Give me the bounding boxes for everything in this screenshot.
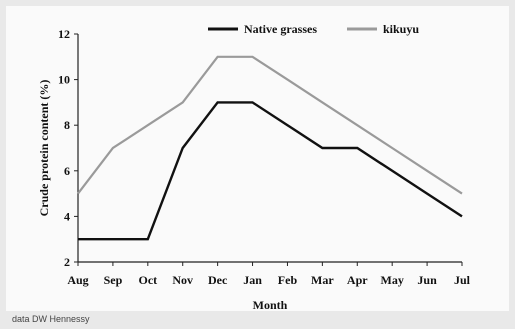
source-note: data DW Hennessy (12, 314, 90, 324)
x-tick-label: May (381, 273, 404, 287)
series-line-kikuyu (77, 55, 463, 195)
y-tick-label: 8 (64, 118, 70, 132)
y-axis-title: Crude protein content (%) (37, 80, 51, 217)
legend-label-kikuyu: kikuyu (383, 22, 419, 36)
y-tick-label: 12 (58, 27, 70, 41)
x-tick-label: Nov (172, 273, 193, 287)
x-tick-label: Jun (417, 273, 437, 287)
x-tick-label: Sep (104, 273, 123, 287)
x-axis-title: Month (253, 298, 288, 312)
x-tick-label: Aug (67, 273, 88, 287)
x-tick-label: Jan (243, 273, 262, 287)
x-tick-label: Dec (208, 273, 228, 287)
y-tick-label: 2 (64, 255, 70, 269)
chart-panel (6, 6, 509, 311)
x-tick-label: Feb (278, 273, 298, 287)
y-tick-label: 6 (64, 164, 70, 178)
x-tick-label: Oct (138, 273, 157, 287)
legend-label-native-grasses: Native grasses (244, 22, 317, 36)
y-tick-label: 4 (64, 209, 70, 223)
x-tick-label: Mar (311, 273, 334, 287)
x-tick-label: Apr (347, 273, 368, 287)
x-tick-label: Jul (454, 273, 471, 287)
series-line-native-grasses (78, 101, 463, 241)
y-tick-label: 10 (58, 73, 70, 87)
